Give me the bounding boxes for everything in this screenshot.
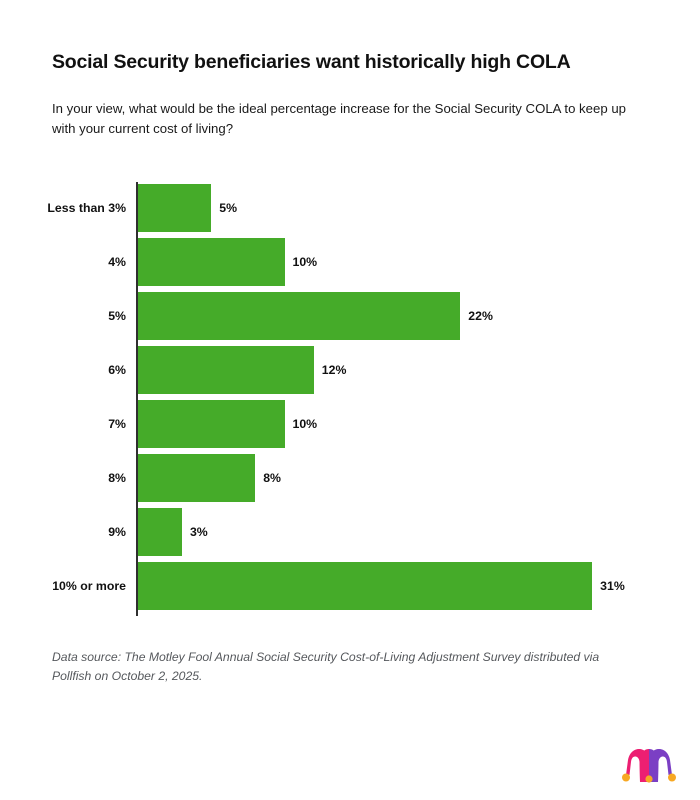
bar-value-label: 5% (219, 201, 238, 215)
bar-row: 9% 3% (0, 508, 700, 556)
bar[interactable] (138, 238, 285, 286)
bar[interactable] (138, 184, 212, 232)
bar-track: 5% (138, 184, 700, 232)
bar-value-label: 22% (468, 309, 493, 323)
bar[interactable] (138, 454, 256, 502)
bar-chart-plot-area: Less than 3% 5% 4% 10% 5% 22% 6% 12% 7% 10% 8% 8% 9%… (0, 178, 700, 620)
bar-category-label: 4% (108, 255, 126, 269)
bar[interactable] (138, 562, 593, 610)
bar-row: 6% 12% (0, 346, 700, 394)
bell-center-icon (645, 775, 653, 783)
bar-category-label: Less than 3% (47, 201, 126, 215)
bar-category-label: 6% (108, 363, 126, 377)
bar[interactable] (138, 508, 182, 556)
bar-category-label: 8% (108, 471, 126, 485)
bar[interactable] (138, 346, 314, 394)
jester-hat-icon (622, 749, 676, 783)
bar[interactable] (138, 400, 285, 448)
bar-track: 8% (138, 454, 700, 502)
bar-row: 4% 10% (0, 238, 700, 286)
bar-value-label: 8% (263, 471, 281, 485)
bar-row: 7% 10% (0, 400, 700, 448)
bell-right-icon (668, 773, 676, 782)
bar-value-label: 31% (600, 579, 625, 593)
motley-fool-jester-hat-logo (620, 748, 678, 784)
bell-left-icon (622, 773, 630, 782)
page-title: Social Security beneficiaries want histo… (52, 51, 571, 73)
chart-subtitle: In your view, what would be the ideal pe… (52, 101, 626, 136)
bar[interactable] (138, 292, 461, 340)
bar-category-label: 7% (108, 417, 126, 431)
bar-row: 10% or more 31% (0, 562, 700, 610)
bar-value-label: 3% (189, 525, 208, 539)
bar-track: 12% (138, 346, 700, 394)
bar-category-label: 10% or more (52, 579, 126, 593)
bar-row: 5% 22% (0, 292, 700, 340)
bar-rows: Less than 3% 5% 4% 10% 5% 22% 6% 12% 7% 10% 8% 8% 9%… (0, 184, 700, 616)
bar-value-label: 10% (292, 255, 318, 269)
bar-track: 31% (138, 562, 700, 610)
bar-category-label: 5% (108, 309, 126, 323)
bar-row: 8% 8% (0, 454, 700, 502)
bar-track: 10% (138, 238, 700, 286)
bar-value-label: 10% (292, 417, 318, 431)
chart-header: Social Security beneficiaries want histo… (52, 50, 652, 138)
data-source-note: Data source: The Motley Fool Annual Soci… (52, 650, 600, 683)
y-axis-line (136, 182, 138, 616)
bar-track: 22% (138, 292, 700, 340)
bar-row: Less than 3% 5% (0, 184, 700, 232)
bar-track: 10% (138, 400, 700, 448)
bar-track: 3% (138, 508, 700, 556)
bar-category-label: 9% (108, 525, 126, 539)
bar-value-label: 12% (321, 363, 347, 377)
